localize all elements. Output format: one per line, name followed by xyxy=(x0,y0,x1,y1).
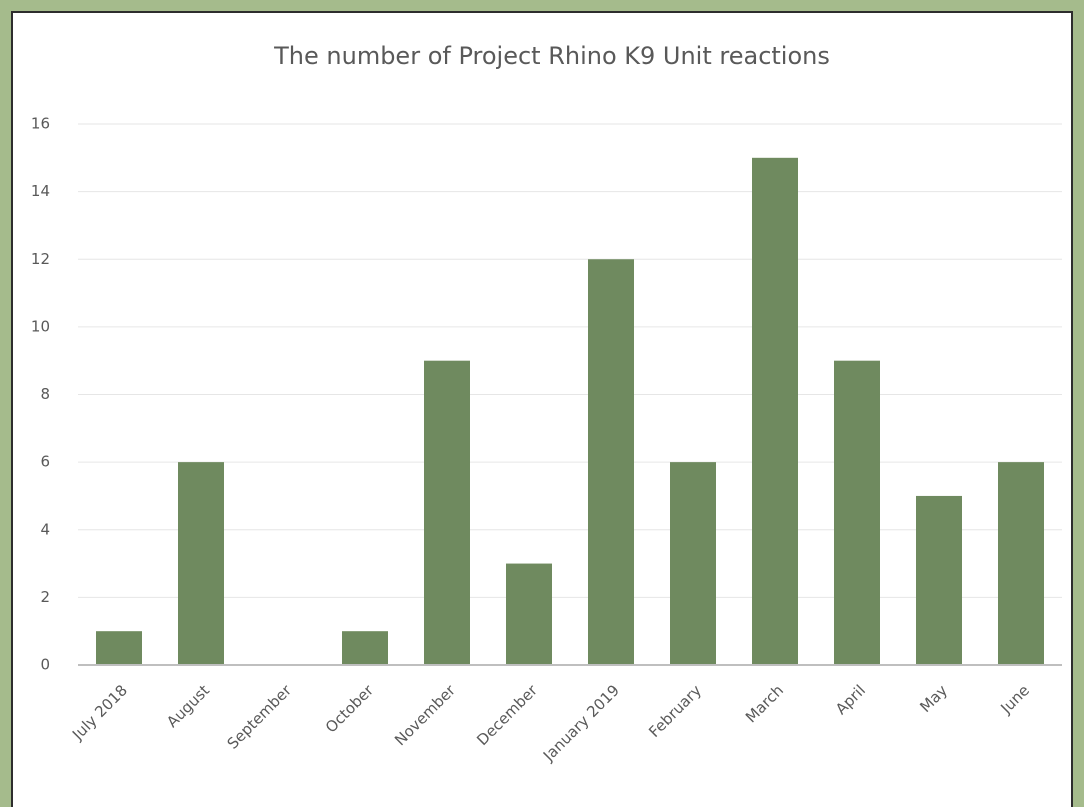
y-tick-label: 2 xyxy=(40,588,50,606)
bar xyxy=(588,259,634,665)
y-tick-label: 10 xyxy=(31,317,50,335)
y-tick-label: 16 xyxy=(31,115,50,133)
y-tick-label: 0 xyxy=(40,656,50,674)
bar xyxy=(916,495,962,665)
y-tick-label: 8 xyxy=(40,385,50,403)
bar xyxy=(342,631,388,665)
bar xyxy=(670,462,716,665)
y-tick-label: 12 xyxy=(31,250,50,268)
bar xyxy=(96,631,142,665)
bar xyxy=(506,563,552,665)
chart-panel xyxy=(11,11,1073,807)
y-tick-label: 14 xyxy=(31,182,50,200)
bar xyxy=(834,360,880,665)
y-tick-label: 4 xyxy=(40,520,50,538)
bar xyxy=(752,157,798,665)
bar xyxy=(178,462,224,665)
y-tick-label: 6 xyxy=(40,453,50,471)
bar xyxy=(424,360,470,665)
bar xyxy=(998,462,1044,665)
chart-title: The number of Project Rhino K9 Unit reac… xyxy=(273,42,830,70)
